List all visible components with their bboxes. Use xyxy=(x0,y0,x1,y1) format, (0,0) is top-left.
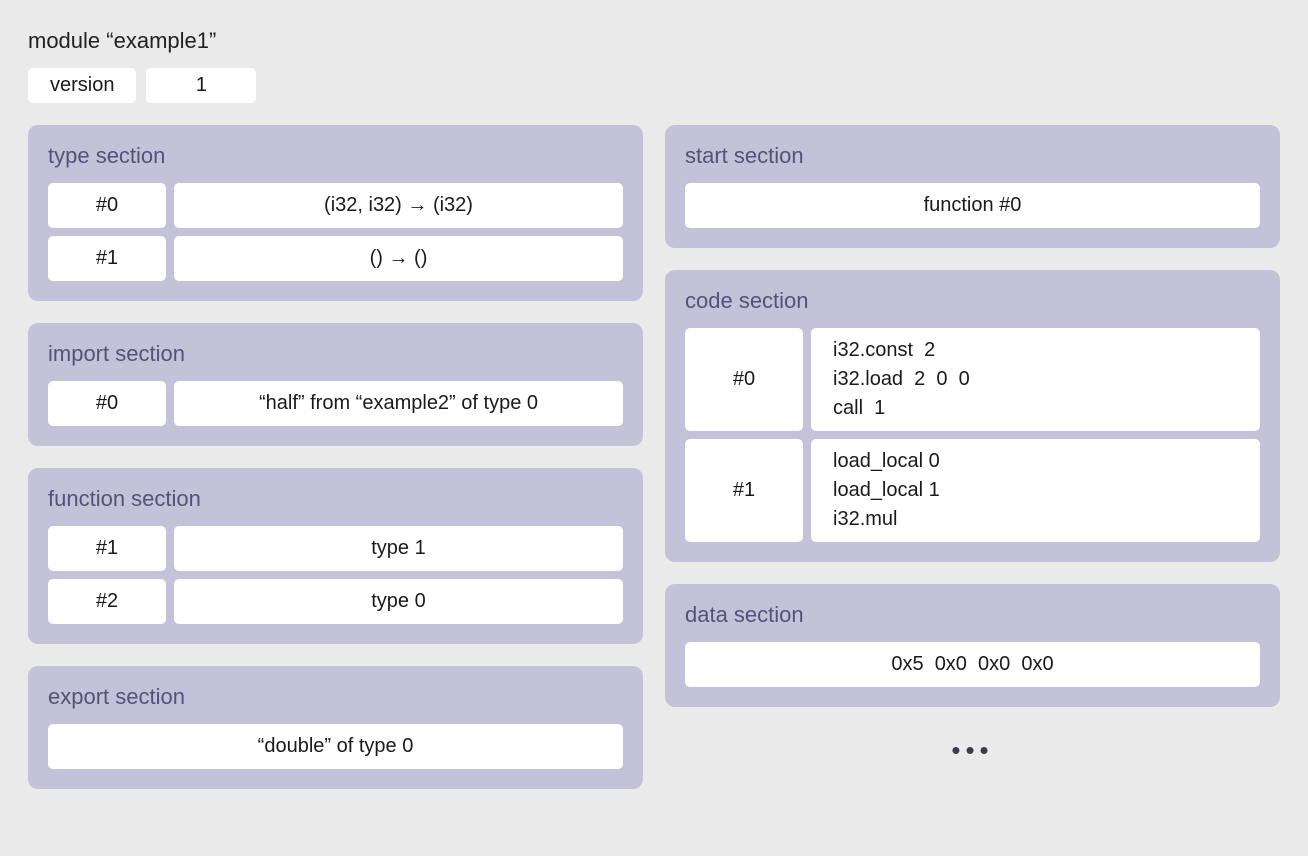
row-index: #1 xyxy=(685,439,803,542)
section-title: data section xyxy=(685,602,1260,628)
version-row: version 1 xyxy=(28,68,1280,103)
row-body: type 0 xyxy=(174,579,623,624)
row-index: #1 xyxy=(48,526,166,571)
table-row: 0x5 0x0 0x0 0x0 xyxy=(685,642,1260,687)
section-title: code section xyxy=(685,288,1260,314)
row-index: #0 xyxy=(48,183,166,228)
table-row: “double” of type 0 xyxy=(48,724,623,769)
row-body: type 1 xyxy=(174,526,623,571)
row-index: #0 xyxy=(685,328,803,431)
table-row: #1 load_local 0 load_local 1 i32.mul xyxy=(685,439,1260,542)
code-line: i32.load 2 0 0 xyxy=(833,365,970,394)
table-row: #2 type 0 xyxy=(48,579,623,624)
row-index: #2 xyxy=(48,579,166,624)
table-row: function #0 xyxy=(685,183,1260,228)
left-column: type section #0 (i32, i32) → (i32) #1 ()… xyxy=(28,125,643,789)
section-title: import section xyxy=(48,341,623,367)
row-body: “double” of type 0 xyxy=(48,724,623,769)
start-section: start section function #0 xyxy=(665,125,1280,248)
row-body: “half” from “example2” of type 0 xyxy=(174,381,623,426)
section-title: export section xyxy=(48,684,623,710)
right-column: start section function #0 code section #… xyxy=(665,125,1280,766)
row-body: () → () xyxy=(174,236,623,281)
section-title: type section xyxy=(48,143,623,169)
code-line: i32.const 2 xyxy=(833,336,935,365)
table-row: #0 “half” from “example2” of type 0 xyxy=(48,381,623,426)
section-title: start section xyxy=(685,143,1260,169)
columns: type section #0 (i32, i32) → (i32) #1 ()… xyxy=(28,125,1280,789)
module-title: module “example1” xyxy=(28,28,1280,54)
section-title: function section xyxy=(48,486,623,512)
version-label: version xyxy=(28,68,136,103)
code-line: i32.mul xyxy=(833,505,897,534)
import-section: import section #0 “half” from “example2”… xyxy=(28,323,643,446)
ellipsis-icon: ••• xyxy=(665,735,1280,766)
row-body: (i32, i32) → (i32) xyxy=(174,183,623,228)
code-line: load_local 0 xyxy=(833,447,940,476)
table-row: #0 (i32, i32) → (i32) xyxy=(48,183,623,228)
code-line: load_local 1 xyxy=(833,476,940,505)
row-body: 0x5 0x0 0x0 0x0 xyxy=(685,642,1260,687)
table-row: #1 () → () xyxy=(48,236,623,281)
type-section: type section #0 (i32, i32) → (i32) #1 ()… xyxy=(28,125,643,301)
row-code: load_local 0 load_local 1 i32.mul xyxy=(811,439,1260,542)
row-body: function #0 xyxy=(685,183,1260,228)
export-section: export section “double” of type 0 xyxy=(28,666,643,789)
version-value: 1 xyxy=(146,68,256,103)
code-section: code section #0 i32.const 2 i32.load 2 0… xyxy=(665,270,1280,562)
data-section: data section 0x5 0x0 0x0 0x0 xyxy=(665,584,1280,707)
table-row: #1 type 1 xyxy=(48,526,623,571)
row-index: #0 xyxy=(48,381,166,426)
table-row: #0 i32.const 2 i32.load 2 0 0 call 1 xyxy=(685,328,1260,431)
function-section: function section #1 type 1 #2 type 0 xyxy=(28,468,643,644)
code-line: call 1 xyxy=(833,394,885,423)
row-index: #1 xyxy=(48,236,166,281)
row-code: i32.const 2 i32.load 2 0 0 call 1 xyxy=(811,328,1260,431)
